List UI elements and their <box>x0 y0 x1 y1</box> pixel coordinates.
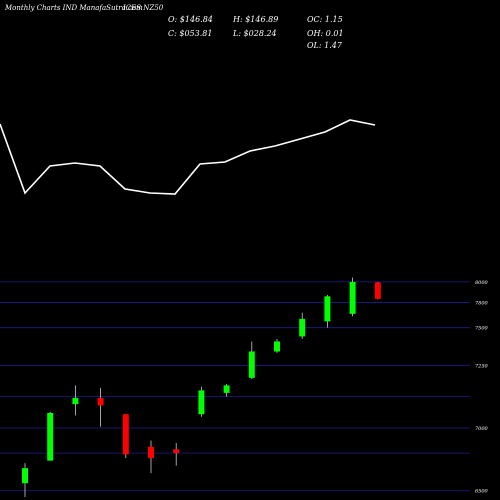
candle-body-down <box>122 414 129 455</box>
high-value: H: $146.89 <box>232 15 278 24</box>
series-line <box>0 119 376 195</box>
candle-body-up <box>223 385 230 393</box>
candle-body-up <box>47 412 54 461</box>
symbol-label: ICES NZ50 <box>122 4 164 12</box>
candle-body-up <box>22 468 28 484</box>
y-tick-label: 6500 <box>475 489 489 495</box>
line-chart <box>0 119 376 195</box>
low-value: L: $028.24 <box>232 29 277 38</box>
y-tick-label: 7800 <box>475 301 489 307</box>
ol-value: OL: 1.47 <box>307 41 343 50</box>
candle-body-up <box>72 397 79 405</box>
candle-body-up <box>198 390 205 415</box>
candle-body-down <box>148 446 154 459</box>
candle-body-up <box>248 351 255 378</box>
candlestick-chart <box>22 277 381 497</box>
y-tick-label: 7000 <box>475 426 489 432</box>
candle-body-up <box>324 296 331 322</box>
oc-value: OC: 1.15 <box>307 15 343 24</box>
y-axis-ticks: 6500 7000 7250 7500 7800 8000 <box>475 280 489 495</box>
y-tick-label: 7250 <box>475 363 489 369</box>
candle-body-down <box>374 282 381 299</box>
oh-value: OH: 0.01 <box>307 29 344 38</box>
candle-body-up <box>349 281 356 314</box>
candle-grid <box>0 281 470 492</box>
source-label: Monthly Charts IND ManafaSutra.com <box>4 4 143 12</box>
candle-body-down <box>173 449 180 454</box>
y-tick-label: 7500 <box>475 326 489 332</box>
open-value: O: $146.84 <box>168 15 213 24</box>
candle-body-down <box>97 397 104 406</box>
candle-body-up <box>299 318 306 337</box>
y-tick-label: 8000 <box>475 280 489 286</box>
close-value: C: $053.81 <box>168 29 212 38</box>
candle-body-up <box>274 341 280 352</box>
